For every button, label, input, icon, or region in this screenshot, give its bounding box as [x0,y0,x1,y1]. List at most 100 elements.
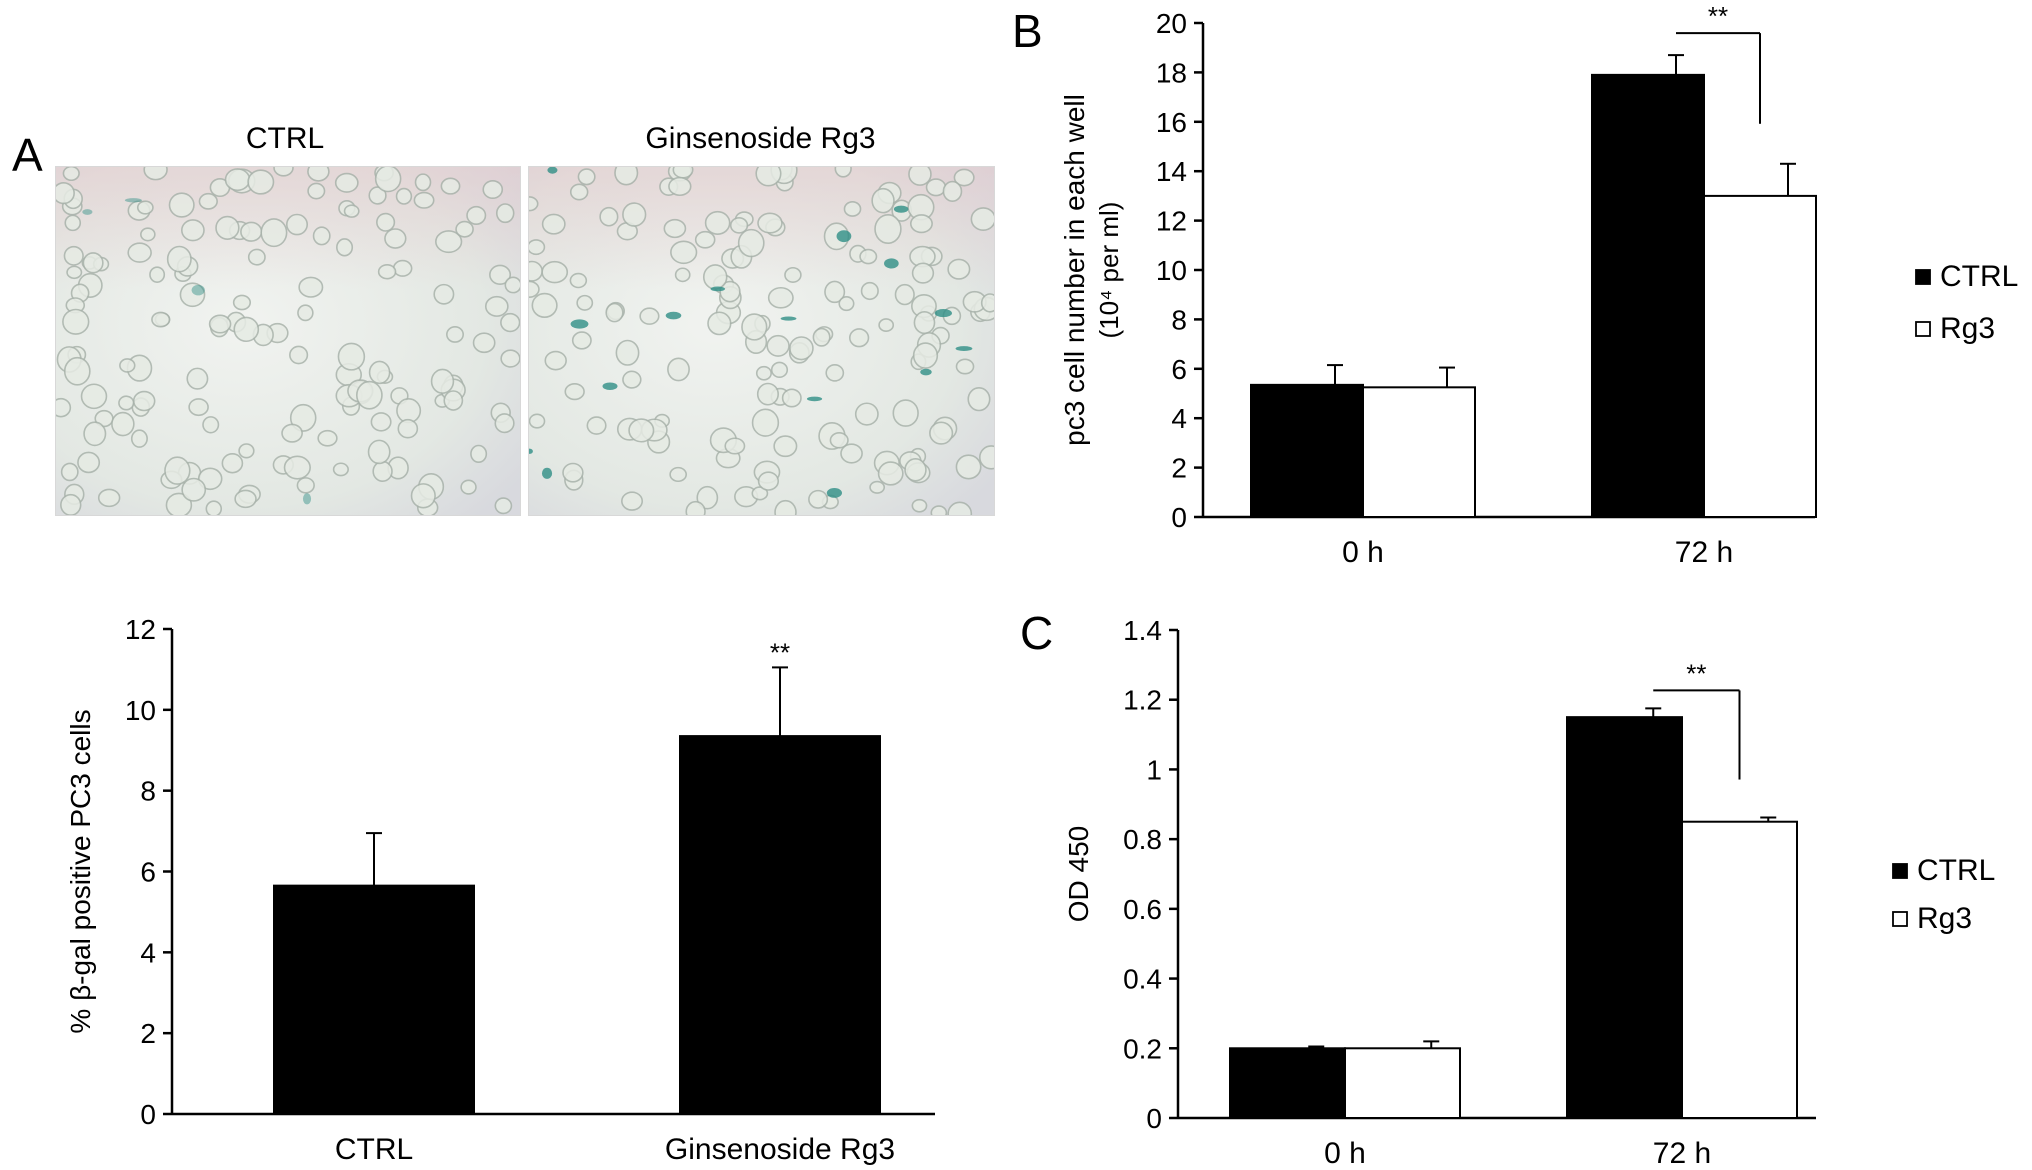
stain-spot [934,309,952,318]
cell [639,307,660,325]
cell [877,461,904,486]
cell [283,455,311,480]
cell [912,342,939,369]
cell [859,248,878,265]
cell [164,456,191,485]
cell [925,178,947,197]
cell [571,331,592,350]
cell [894,283,915,306]
cell [707,311,732,336]
cell [947,501,973,515]
cell [377,263,397,280]
cell [848,328,870,348]
y-tick-label: 12 [125,614,156,645]
stain-spot [806,396,823,402]
cell [564,382,585,401]
y-tick-label: 8 [140,776,156,807]
cell [825,364,845,382]
cell [529,239,546,256]
y-tick-label: 1 [1146,754,1162,785]
cell [755,365,772,381]
y-axis-label: % β-gal positive PC3 cells [65,709,96,1033]
cell [529,260,543,282]
cell [494,497,513,515]
cell [80,383,108,410]
cell [337,342,366,371]
cell [460,479,477,495]
cell [756,382,779,406]
cell [60,493,82,515]
stain-spot [602,382,618,390]
cell [410,483,436,509]
stain-spot [920,368,932,376]
y-axis-label: pc3 cell number in each well [1059,94,1090,446]
panel-letter-b: B [1012,5,1043,57]
cell [622,202,647,227]
cell [840,443,863,464]
cell [878,318,895,332]
cell [433,283,455,305]
photo-title-ctrl: CTRL [245,122,325,155]
od450-chart: 0 0.2 0.4 0.6 0.8 1 1.2 1.4 OD 450 0 h 72 h ** CTRL R… [1063,615,1995,1170]
cell [297,304,314,322]
bar-value [679,735,881,1116]
cell [446,326,464,343]
cell [180,219,205,242]
cell [307,167,330,182]
cell [484,295,509,317]
cell [494,413,515,434]
bar-ctrl [1229,1047,1346,1119]
y-axis-label: OD 450 [1063,826,1094,923]
cell [60,462,79,482]
cell [179,282,206,308]
cell [289,403,317,432]
beta-gal-chart: 0 2 4 6 8 10 12 % β-gal positive PC3 cells CTRL G… [65,614,935,1166]
y-tick-label: 0.8 [1123,824,1162,855]
cell [737,228,765,258]
cell [376,212,396,232]
cell [489,264,512,285]
cell [704,210,731,235]
cell [466,205,487,225]
stain-spot [893,205,909,213]
cell [430,368,455,394]
y-tick-label: 0.2 [1123,1033,1162,1064]
cell [336,238,354,257]
y-tick-label: 0 [1146,1103,1162,1134]
cell [82,252,104,274]
x-tick-label: 72 h [1653,1137,1711,1170]
cell [111,411,135,437]
cell [531,292,558,319]
x-tick-label: CTRL [335,1133,413,1166]
cell [599,206,619,227]
cell [247,248,266,266]
x-tick-label: Ginsenoside Rg3 [665,1133,895,1166]
legend-swatch-ctrl [1915,269,1931,285]
cell [978,445,994,470]
cell [298,276,324,298]
cell [232,294,252,311]
micrograph-rg3 [528,166,995,516]
bar-ctrl [1566,716,1683,1120]
y-tick-label: 18 [1156,57,1187,88]
cell [970,207,994,232]
cell [576,294,594,311]
y-tick-label: 0.4 [1123,964,1162,995]
cell [741,313,768,341]
cell [911,498,928,513]
bar-rg3 [1344,1047,1461,1119]
cell [860,281,879,301]
cell [355,380,383,410]
cell [312,226,331,246]
stain-spot [547,167,558,174]
micrograph-ctrl-image [56,167,520,515]
stain-spot [955,346,973,351]
cell [622,370,642,389]
cell [824,280,846,304]
cell [238,443,255,459]
cell [334,172,359,193]
y-tick-label: 0.6 [1123,894,1162,925]
cell [413,191,435,209]
cell [544,350,567,371]
cell [834,167,852,178]
